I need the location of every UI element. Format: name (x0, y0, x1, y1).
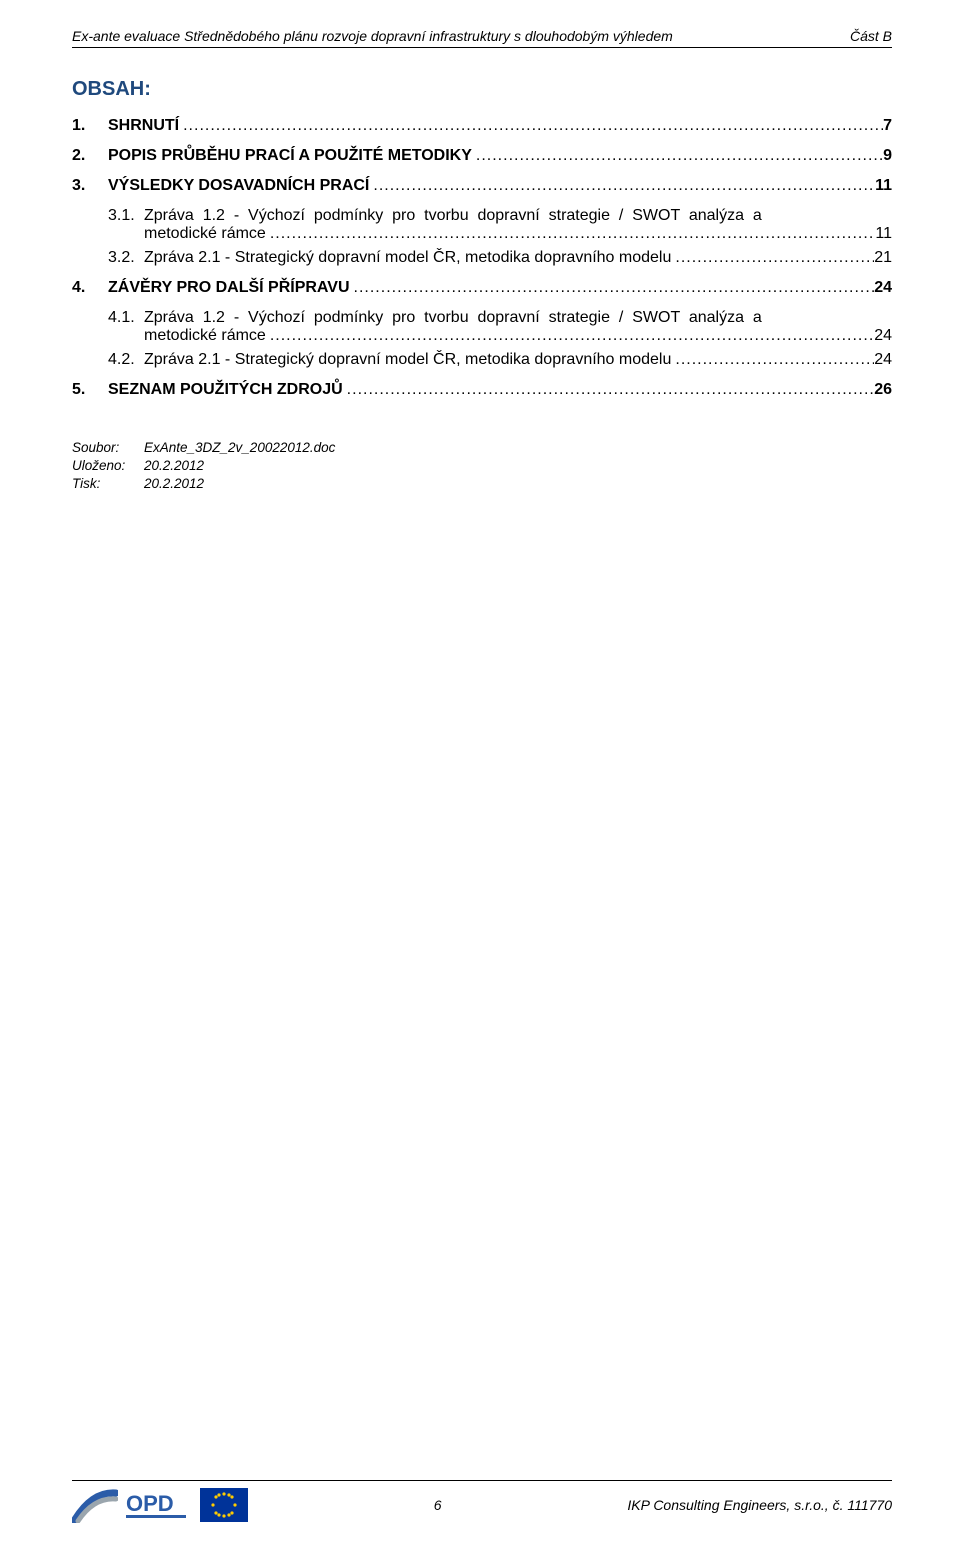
toc-num: 3.1. (108, 207, 144, 225)
meta-value: ExAnte_3DZ_2v_20022012.doc (144, 439, 335, 457)
toc-subgroup-3: 3.1. Zpráva 1.2 - Výchozí podmínky pro t… (72, 207, 892, 267)
toc-item-4-2: 4.2. Zpráva 2.1 - Strategický dopravní m… (108, 351, 892, 369)
eu-flag-icon (200, 1488, 248, 1522)
toc-dots: ........................................… (266, 225, 876, 243)
toc-item-3: 3. VÝSLEDKY DOSAVADNÍCH PRACÍ ..........… (72, 177, 892, 195)
toc-page: 24 (874, 327, 892, 345)
meta-value: 20.2.2012 (144, 457, 204, 475)
toc-dots: ........................................… (266, 327, 874, 345)
toc-num: 5. (72, 381, 108, 399)
toc-page: 11 (875, 177, 892, 195)
toc-label: Zpráva 2.1 - Strategický dopravní model … (144, 351, 671, 369)
toc-num: 4. (72, 279, 108, 297)
meta-key: Tisk: (72, 475, 144, 493)
toc-dots: ........................................… (343, 381, 875, 399)
toc-item-3-2: 3.2. Zpráva 2.1 - Strategický dopravní m… (108, 249, 892, 267)
toc-label: SEZNAM POUŽITÝCH ZDROJŮ (108, 381, 343, 399)
toc-subgroup-4: 4.1. Zpráva 1.2 - Výchozí podmínky pro t… (72, 309, 892, 369)
toc-num: 3. (72, 177, 108, 195)
meta-key: Soubor: (72, 439, 144, 457)
toc-item-4-1: 4.1. Zpráva 1.2 - Výchozí podmínky pro t… (108, 309, 892, 345)
toc-page: 11 (875, 225, 892, 243)
toc-label: metodické rámce (144, 225, 266, 243)
svg-text:OPD: OPD (126, 1491, 174, 1516)
toc-title: OBSAH: (72, 78, 892, 101)
meta-value: 20.2.2012 (144, 475, 204, 493)
meta-key: Uloženo: (72, 457, 144, 475)
road-logo-icon (72, 1487, 118, 1523)
toc-page: 9 (883, 147, 892, 165)
toc-item-3-1: 3.1. Zpráva 1.2 - Výchozí podmínky pro t… (108, 207, 892, 243)
toc-dots: ........................................… (671, 351, 874, 369)
toc-num: 4.2. (108, 351, 144, 369)
toc-num: 3.2. (108, 249, 144, 267)
footer-logos: OPD (72, 1487, 248, 1523)
toc-num: 4.1. (108, 309, 144, 327)
toc: 1. SHRNUTÍ .............................… (72, 117, 892, 399)
header-right: Část B (850, 28, 892, 44)
toc-item-5: 5. SEZNAM POUŽITÝCH ZDROJŮ .............… (72, 381, 892, 399)
toc-dots: ........................................… (472, 147, 883, 165)
meta-row-soubor: Soubor: ExAnte_3DZ_2v_20022012.doc (72, 439, 892, 457)
footer-page-number: 6 (434, 1497, 442, 1513)
toc-label: VÝSLEDKY DOSAVADNÍCH PRACÍ (108, 177, 369, 195)
meta-row-ulozeno: Uloženo: 20.2.2012 (72, 457, 892, 475)
page-header: Ex-ante evaluace Střednědobého plánu roz… (72, 28, 892, 44)
toc-label: Zpráva 2.1 - Strategický dopravní model … (144, 249, 671, 267)
header-rule (72, 47, 892, 48)
toc-page: 24 (874, 351, 892, 369)
toc-item-2: 2. POPIS PRŮBĚHU PRACÍ A POUŽITÉ METODIK… (72, 147, 892, 165)
toc-label: ZÁVĚRY PRO DALŠÍ PŘÍPRAVU (108, 279, 350, 297)
meta-row-tisk: Tisk: 20.2.2012 (72, 475, 892, 493)
page-footer: OPD 6 IKP Consulting En (72, 1480, 892, 1523)
toc-num: 2. (72, 147, 108, 165)
toc-dots: ........................................… (179, 117, 883, 135)
footer-rule (72, 1480, 892, 1481)
toc-item-1: 1. SHRNUTÍ .............................… (72, 117, 892, 135)
file-metadata: Soubor: ExAnte_3DZ_2v_20022012.doc Ulože… (72, 439, 892, 494)
toc-dots: ........................................… (350, 279, 875, 297)
toc-page: 7 (883, 117, 892, 135)
header-left: Ex-ante evaluace Střednědobého plánu roz… (72, 28, 673, 44)
toc-label: Zpráva 1.2 - Výchozí podmínky pro tvorbu… (144, 309, 762, 327)
toc-num: 1. (72, 117, 108, 135)
toc-label: metodické rámce (144, 327, 266, 345)
toc-label: Zpráva 1.2 - Výchozí podmínky pro tvorbu… (144, 207, 762, 225)
toc-label: POPIS PRŮBĚHU PRACÍ A POUŽITÉ METODIKY (108, 147, 472, 165)
toc-page: 21 (874, 249, 892, 267)
toc-dots: ........................................… (369, 177, 875, 195)
toc-page: 26 (874, 381, 892, 399)
toc-page: 24 (874, 279, 892, 297)
toc-item-4: 4. ZÁVĚRY PRO DALŠÍ PŘÍPRAVU ...........… (72, 279, 892, 297)
toc-label: SHRNUTÍ (108, 117, 179, 135)
opd-logo-icon: OPD (126, 1487, 192, 1523)
footer-company: IKP Consulting Engineers, s.r.o., č. 111… (627, 1497, 892, 1513)
toc-dots: ........................................… (671, 249, 874, 267)
